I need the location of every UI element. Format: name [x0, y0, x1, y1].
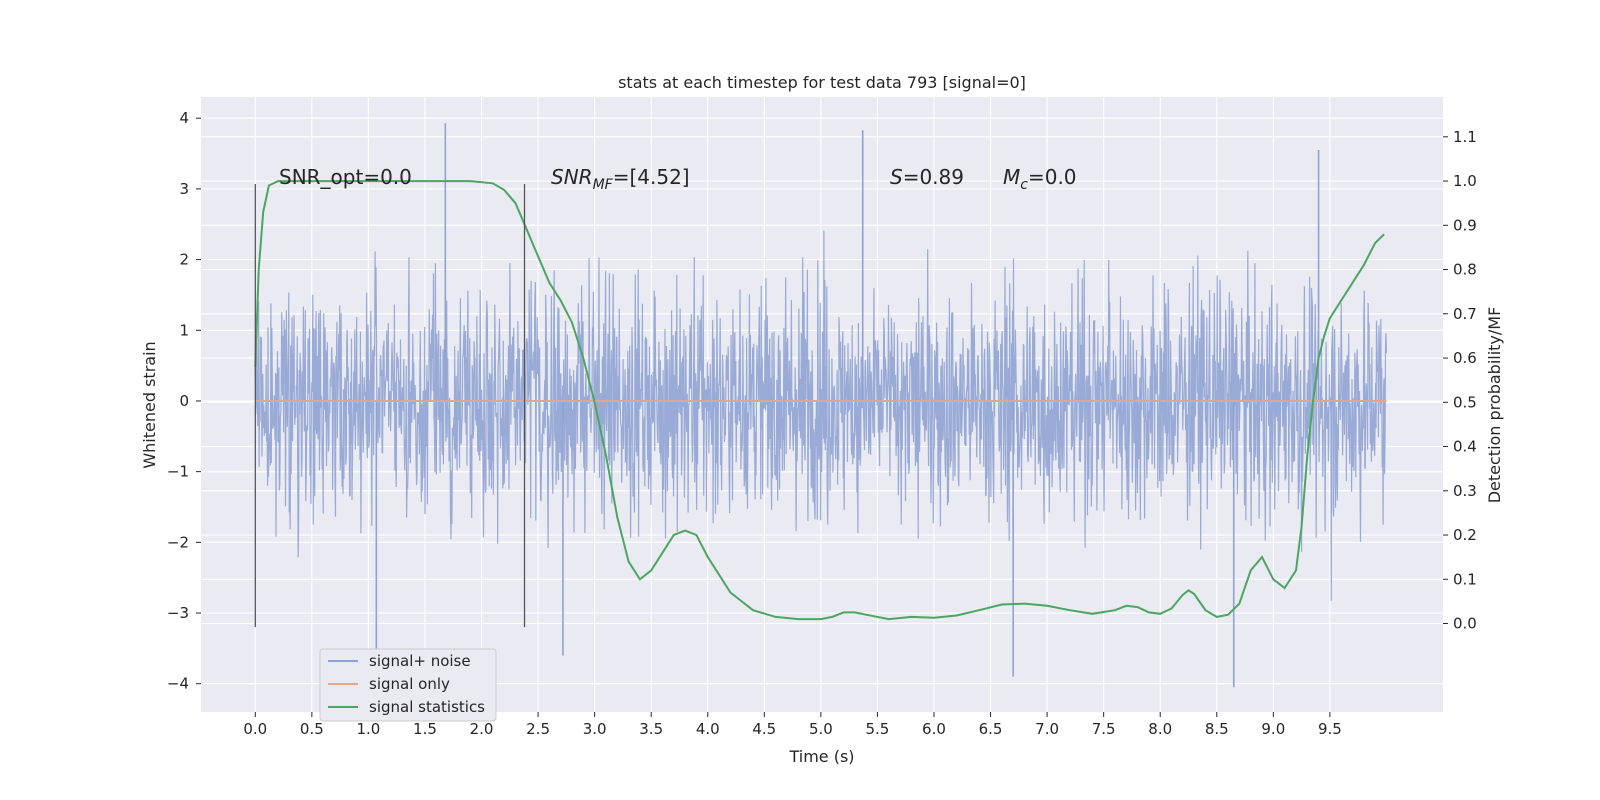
y-tick-label: 1	[179, 321, 189, 339]
y-right-tick-label: 0.3	[1453, 482, 1477, 500]
annotation-mc-sub: c	[1020, 177, 1028, 193]
y-tick-label: 0	[179, 392, 189, 410]
x-tick-label: 0.0	[243, 720, 267, 738]
x-tick-label: 8.5	[1205, 720, 1229, 738]
noise-trace	[254, 230, 1387, 601]
legend-label-signal-only: signal only	[369, 675, 450, 693]
y-tick-label: 4	[179, 109, 189, 127]
y-axis-label: Whitened strain	[140, 341, 159, 468]
x-tick-label: 5.5	[865, 720, 889, 738]
tick-labels: 0.0 0.5 1.0 1.5 2.0 2.5 3.0 3.5 4.0 4.5 5.0 5.5 6.0 6…	[167, 109, 1477, 738]
x-tick-label: 1.0	[356, 720, 380, 738]
y-tick-label: −1	[167, 463, 189, 481]
x-tick-label: 3.5	[639, 720, 663, 738]
y-right-tick-label: 0.9	[1453, 216, 1477, 234]
x-tick-label: 7.5	[1092, 720, 1116, 738]
annotation-s-value: =0.89	[903, 165, 964, 189]
annotation-s-main: S	[890, 165, 903, 189]
y-right-tick-label: 0.6	[1453, 349, 1477, 367]
x-tick-label: 5.0	[809, 720, 833, 738]
y-right-tick-label: 0.1	[1453, 570, 1477, 588]
annotation-snr-opt: SNR_opt=0.0	[279, 165, 412, 189]
legend-box	[319, 648, 497, 722]
y-tick-label: −4	[167, 675, 189, 693]
y-right-tick-label: 0.8	[1453, 261, 1477, 279]
legend-label-signal-plus-noise: signal+ noise	[369, 652, 471, 670]
x-tick-label: 6.5	[979, 720, 1003, 738]
x-tick-label: 4.5	[752, 720, 776, 738]
y-right-tick-label: 1.0	[1453, 172, 1477, 190]
x-tick-label: 0.5	[300, 720, 324, 738]
x-axis-label: Time (s)	[788, 747, 854, 766]
x-tick-label: 4.0	[696, 720, 720, 738]
legend-label-signal-statistics: signal statistics	[369, 698, 485, 716]
x-tick-label: 7.0	[1035, 720, 1059, 738]
annotation-mc-main: M	[1003, 165, 1020, 189]
y-right-tick-label: 0.2	[1453, 526, 1477, 544]
x-tick-label: 3.0	[583, 720, 607, 738]
x-tick-label: 8.0	[1148, 720, 1172, 738]
y-right-tick-label: 0.0	[1453, 615, 1477, 633]
x-tick-label: 2.0	[470, 720, 494, 738]
annotation-snr-mf-sub: MF	[593, 177, 614, 193]
annotation-mc-value: =0.0	[1028, 165, 1077, 189]
chart-title: stats at each timestep for test data 793…	[618, 73, 1026, 92]
y-right-axis-label: Detection probability/MF	[1485, 307, 1504, 504]
x-tick-label: 6.0	[922, 720, 946, 738]
y-right-tick-label: 0.7	[1453, 305, 1477, 323]
y-right-tick-label: 0.5	[1453, 393, 1477, 411]
annotation-snr-mf-value: =[4.52]	[613, 165, 690, 189]
y-tick-label: −3	[167, 604, 189, 622]
x-tick-label: 1.5	[413, 720, 437, 738]
annotation-snr-mf: SNRMF=[4.52]	[551, 165, 690, 193]
vertical-markers	[254, 183, 526, 628]
annotation-s: S=0.89	[890, 165, 964, 189]
y-tick-label: −2	[167, 533, 189, 551]
annotation-mc: Mc=0.0	[1003, 165, 1077, 193]
x-tick-label: 9.5	[1318, 720, 1342, 738]
annotation-snr-mf-main: SNR	[551, 165, 593, 189]
y-tick-label: 2	[179, 251, 189, 269]
x-tick-label: 9.0	[1261, 720, 1285, 738]
x-tick-label: 2.5	[526, 720, 550, 738]
legend: signal+ noise signal only signal statist…	[319, 648, 497, 722]
y-right-tick-label: 0.4	[1453, 438, 1477, 456]
y-right-tick-label: 1.1	[1453, 128, 1477, 146]
y-tick-label: 3	[179, 180, 189, 198]
annotations: SNR_opt=0.0 SNRMF=[4.52] S=0.89 Mc=0.0	[279, 165, 1077, 193]
series-signal-plus-noise	[254, 123, 1387, 688]
